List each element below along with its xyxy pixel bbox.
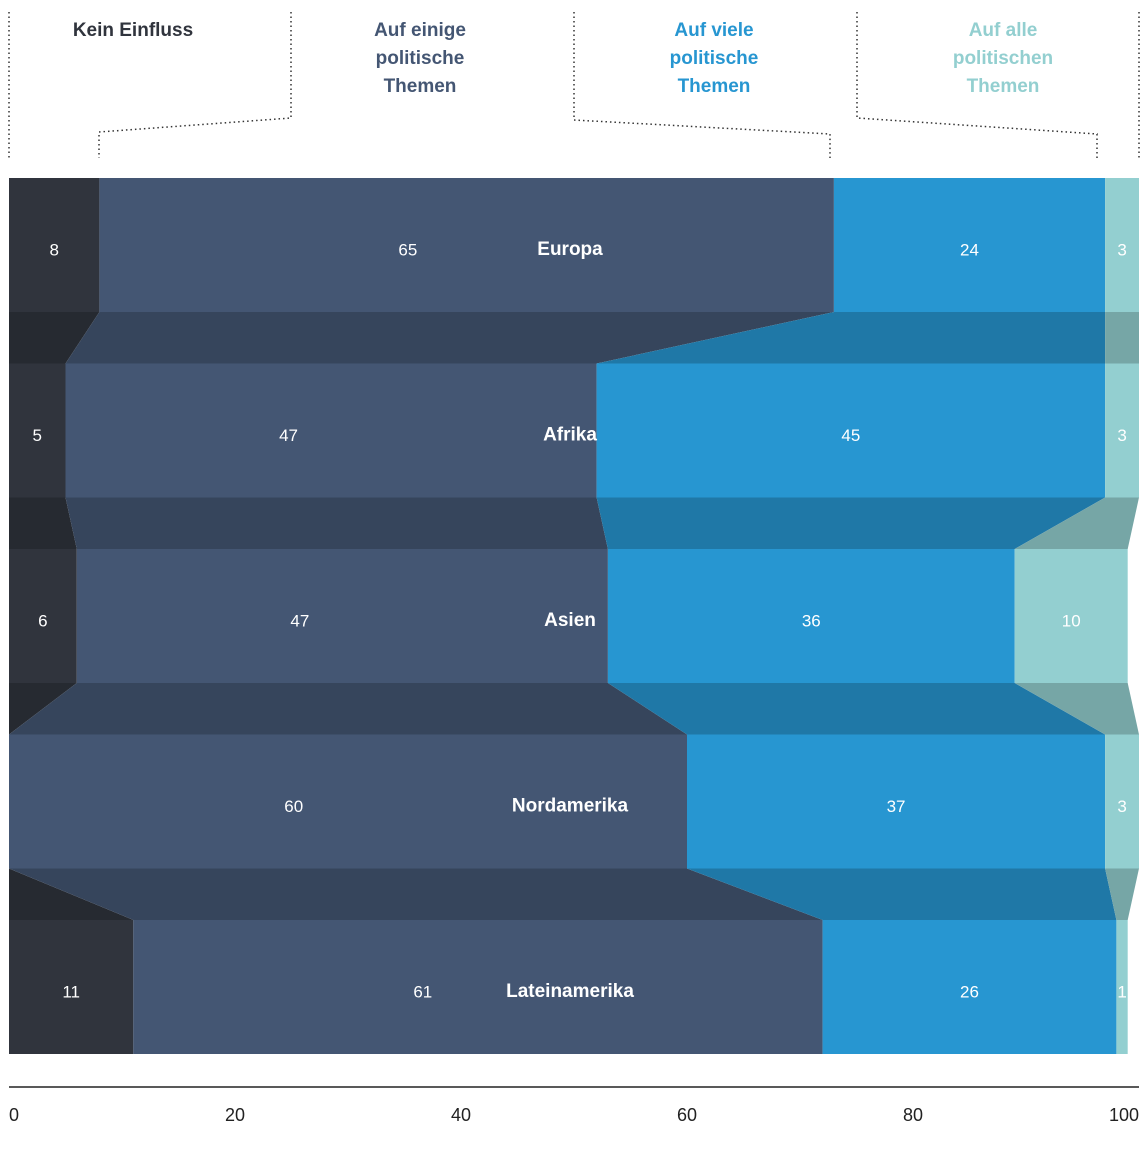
legend-entry: Auf einige politische Themen xyxy=(374,20,466,97)
bracket xyxy=(573,12,831,158)
bar-segment xyxy=(822,920,1117,1054)
value-label: 10 xyxy=(1062,611,1081,630)
value-label: 65 xyxy=(398,240,417,259)
bar-segment xyxy=(99,178,834,312)
x-tick-label: 40 xyxy=(451,1105,471,1125)
connector xyxy=(1014,683,1139,735)
bar-segment xyxy=(833,178,1106,312)
connector xyxy=(687,868,1117,920)
legend-brackets xyxy=(8,12,1140,158)
x-tick-label: 80 xyxy=(903,1105,923,1125)
value-label: 5 xyxy=(33,426,42,445)
value-label: 47 xyxy=(290,611,309,630)
value-label: 60 xyxy=(284,797,303,816)
connector xyxy=(65,497,608,549)
value-label: 3 xyxy=(1117,797,1126,816)
value-label: 45 xyxy=(841,426,860,445)
bar-segment xyxy=(9,734,687,869)
connector xyxy=(9,312,100,364)
category-label: Afrika xyxy=(543,425,597,446)
legend-entry: Auf alle politischen Themen xyxy=(952,20,1054,97)
bar-segment xyxy=(1105,178,1139,312)
category-label: Asien xyxy=(544,610,596,631)
value-label: 6 xyxy=(38,611,47,630)
value-label: 36 xyxy=(802,611,821,630)
bar-segment xyxy=(1014,549,1128,683)
connector xyxy=(596,312,1106,364)
bar-segment xyxy=(65,363,597,498)
legend-entry: Kein Einfluss xyxy=(72,20,194,41)
x-tick-label: 60 xyxy=(677,1105,697,1125)
connector xyxy=(9,497,77,549)
value-label: 3 xyxy=(1117,426,1126,445)
bar-segment xyxy=(1105,363,1139,498)
category-label: Nordamerika xyxy=(512,796,629,817)
value-label: 3 xyxy=(1117,240,1126,259)
connector xyxy=(1014,497,1139,549)
bar-segment xyxy=(76,549,608,683)
bracket xyxy=(98,12,292,158)
bar-segment xyxy=(1116,920,1128,1054)
bar-segment xyxy=(9,549,77,683)
connector xyxy=(9,868,823,920)
bar-segment xyxy=(596,363,1106,498)
value-label: 24 xyxy=(960,240,979,259)
value-label: 1 xyxy=(1117,982,1126,1001)
x-tick-label: 20 xyxy=(225,1105,245,1125)
connector xyxy=(1105,868,1139,920)
x-tick-label: 100 xyxy=(1109,1105,1139,1125)
value-label: 26 xyxy=(960,982,979,1001)
bar-segment xyxy=(687,734,1106,869)
value-label: 37 xyxy=(887,797,906,816)
legend-entry: Auf viele politische Themen xyxy=(669,20,759,97)
connector xyxy=(9,683,687,735)
x-tick-label: 0 xyxy=(9,1105,19,1125)
bar-segment xyxy=(9,363,66,498)
value-label: 61 xyxy=(413,982,432,1001)
value-label: 8 xyxy=(49,240,58,259)
bar-segment xyxy=(133,920,823,1054)
category-label: Lateinamerika xyxy=(506,981,634,1002)
value-label: 47 xyxy=(279,426,298,445)
category-label: Europa xyxy=(537,239,603,260)
bar-segment xyxy=(9,178,100,312)
bar-segment xyxy=(9,920,134,1054)
connector xyxy=(65,312,834,364)
connector xyxy=(596,497,1106,549)
bar-segment xyxy=(1105,734,1139,869)
bracket xyxy=(856,12,1098,158)
connector xyxy=(607,683,1106,735)
value-label: 11 xyxy=(62,982,80,1001)
bar-segment xyxy=(607,549,1015,683)
connector xyxy=(1105,312,1139,364)
